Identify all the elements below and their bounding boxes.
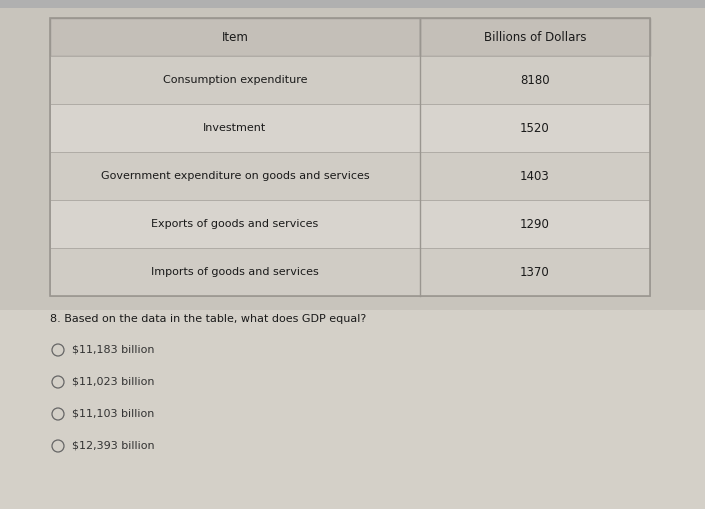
Bar xyxy=(50,152,420,200)
Bar xyxy=(50,18,650,296)
Bar xyxy=(50,200,420,248)
Bar xyxy=(50,248,420,296)
Bar xyxy=(420,18,650,56)
Bar xyxy=(50,104,420,152)
Text: Government expenditure on goods and services: Government expenditure on goods and serv… xyxy=(101,171,369,181)
Text: Billions of Dollars: Billions of Dollars xyxy=(484,31,587,43)
Text: 1370: 1370 xyxy=(520,266,550,278)
Text: 8180: 8180 xyxy=(520,73,550,87)
Text: $12,393 billion: $12,393 billion xyxy=(72,441,154,451)
Text: 1290: 1290 xyxy=(520,217,550,231)
Bar xyxy=(420,56,650,104)
Bar xyxy=(50,18,420,56)
Text: 8. Based on the data in the table, what does GDP equal?: 8. Based on the data in the table, what … xyxy=(50,314,367,324)
Text: $11,023 billion: $11,023 billion xyxy=(72,377,154,387)
Text: 1403: 1403 xyxy=(520,169,550,183)
Text: Consumption expenditure: Consumption expenditure xyxy=(163,75,307,85)
Bar xyxy=(420,200,650,248)
Text: Imports of goods and services: Imports of goods and services xyxy=(151,267,319,277)
Bar xyxy=(0,310,705,509)
Bar xyxy=(420,104,650,152)
Bar xyxy=(0,0,705,8)
Text: $11,103 billion: $11,103 billion xyxy=(72,409,154,419)
Bar xyxy=(50,56,420,104)
Text: Investment: Investment xyxy=(203,123,266,133)
Bar xyxy=(420,248,650,296)
Bar xyxy=(420,152,650,200)
Text: Exports of goods and services: Exports of goods and services xyxy=(152,219,319,229)
Text: 1520: 1520 xyxy=(520,122,550,134)
Text: Item: Item xyxy=(221,31,248,43)
Text: $11,183 billion: $11,183 billion xyxy=(72,345,154,355)
